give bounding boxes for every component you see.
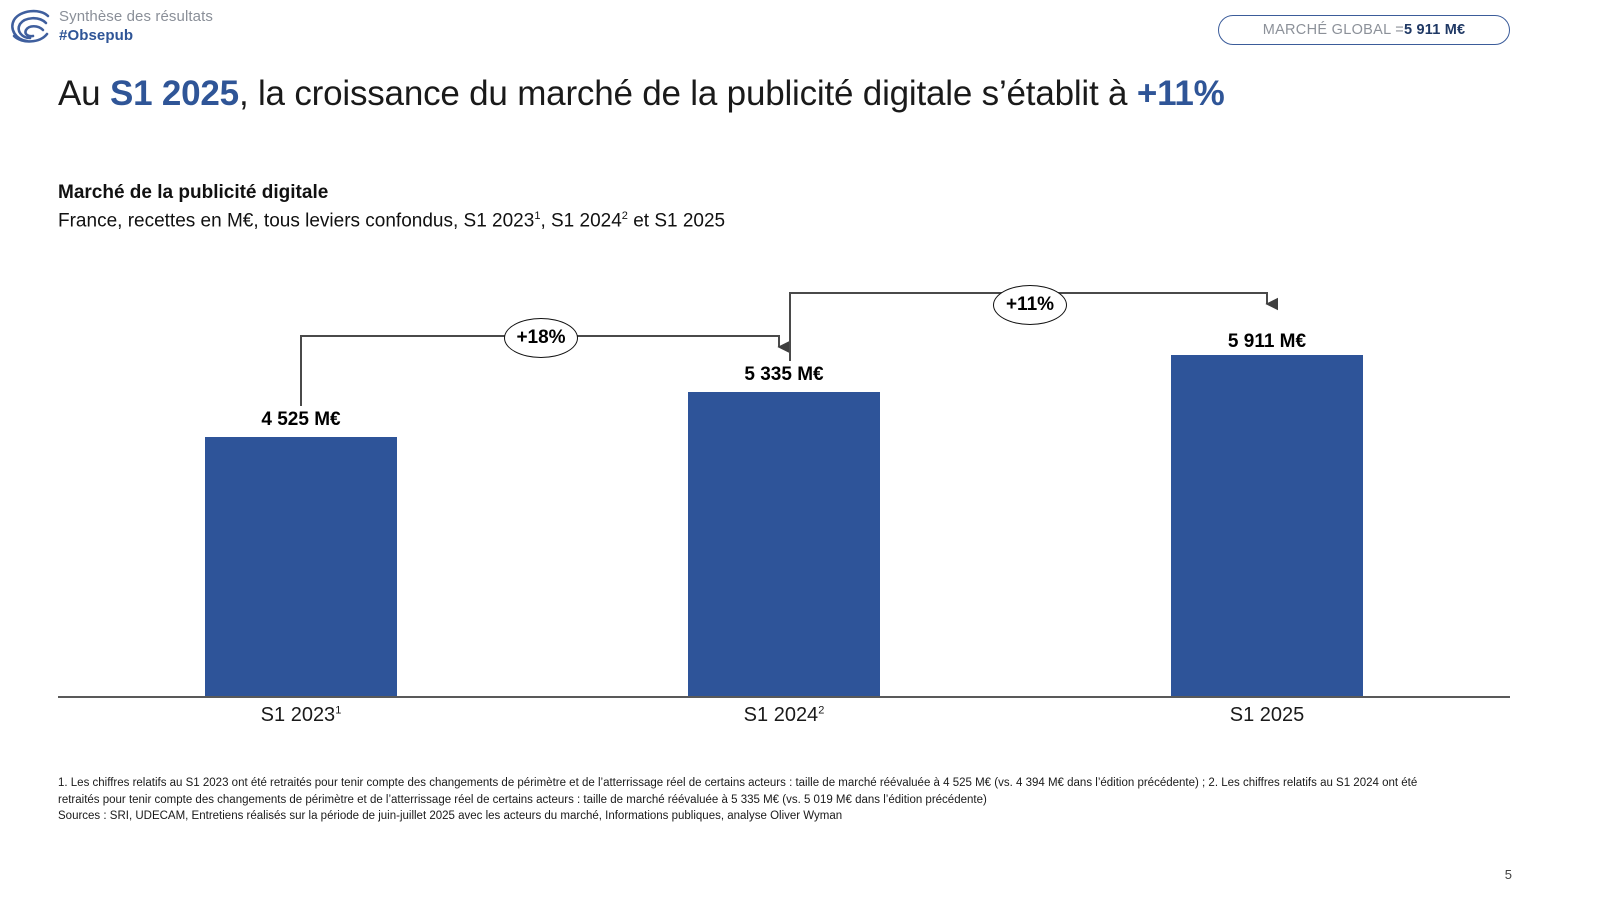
chart-baseline-axis: [58, 696, 1510, 698]
bar-s1-2023: [205, 437, 397, 696]
chart-caption-subtitle: France, recettes en M€, tous leviers con…: [58, 210, 725, 232]
footnotes-block: 1. Les chiffres relatifs au S1 2023 ont …: [58, 775, 1498, 825]
badge-label: MARCHÉ GLOBAL =: [1262, 22, 1405, 38]
bar-value-s1-2023: 4 525 M€: [261, 409, 341, 430]
bar-value-s1-2025: 5 911 M€: [1227, 331, 1307, 352]
growth-badge-11: +11%: [993, 285, 1067, 325]
header-subtitle: Synthèse des résultats: [59, 8, 213, 25]
title-highlight-period: S1 2025: [109, 74, 239, 113]
badge-value: 5 911 M€: [1404, 22, 1466, 38]
category-label-s1-2023: S1 20231: [205, 704, 397, 727]
caption-sub-c: et S1 2025: [627, 210, 726, 232]
category-footnote-ref-0: 1: [335, 704, 342, 717]
bar-value-s1-2024: 5 335 M€: [744, 364, 824, 385]
category-label-s1-2025: S1 2025: [1171, 704, 1363, 727]
caption-footnote-ref-1: 1: [534, 210, 541, 222]
growth-badge-18: +18%: [504, 318, 578, 358]
page-title: Au S1 2025, la croissance du marché de l…: [58, 74, 1225, 114]
bar-s1-2024: [688, 392, 880, 696]
page-number: 5: [1504, 867, 1512, 882]
category-label-text-2: S1 2025: [1229, 704, 1305, 726]
title-part-1: Au: [58, 74, 110, 113]
bar-s1-2025: [1171, 355, 1363, 696]
category-footnote-ref-1: 2: [818, 704, 825, 717]
footnote-line-2: retraités pour tenir compte des changeme…: [58, 793, 987, 806]
category-label-text-0: S1 2023: [260, 704, 336, 726]
title-highlight-growth: +11%: [1136, 74, 1225, 113]
status-badge: MARCHÉ GLOBAL = 5 911 M€: [1218, 15, 1510, 45]
header-hashtag: #Obsepub: [59, 26, 134, 44]
caption-sub-b: , S1 2024: [540, 210, 622, 232]
category-label-s1-2024: S1 20242: [688, 704, 880, 727]
header-text-block: Synthèse des résultats #Obsepub: [59, 8, 213, 46]
title-part-2: , la croissance du marché de la publicit…: [238, 74, 1137, 113]
obsepub-swirl-logo: [6, 6, 56, 52]
category-label-text-1: S1 2024: [743, 704, 819, 726]
chart-caption-title: Marché de la publicité digitale: [58, 182, 329, 203]
footnote-sources: Sources : SRI, UDECAM, Entretiens réalis…: [58, 810, 843, 823]
caption-footnote-ref-2: 2: [621, 210, 628, 222]
footnote-line-1: 1. Les chiffres relatifs au S1 2023 ont …: [58, 777, 1418, 789]
caption-sub-a: France, recettes en M€, tous leviers con…: [58, 210, 535, 232]
